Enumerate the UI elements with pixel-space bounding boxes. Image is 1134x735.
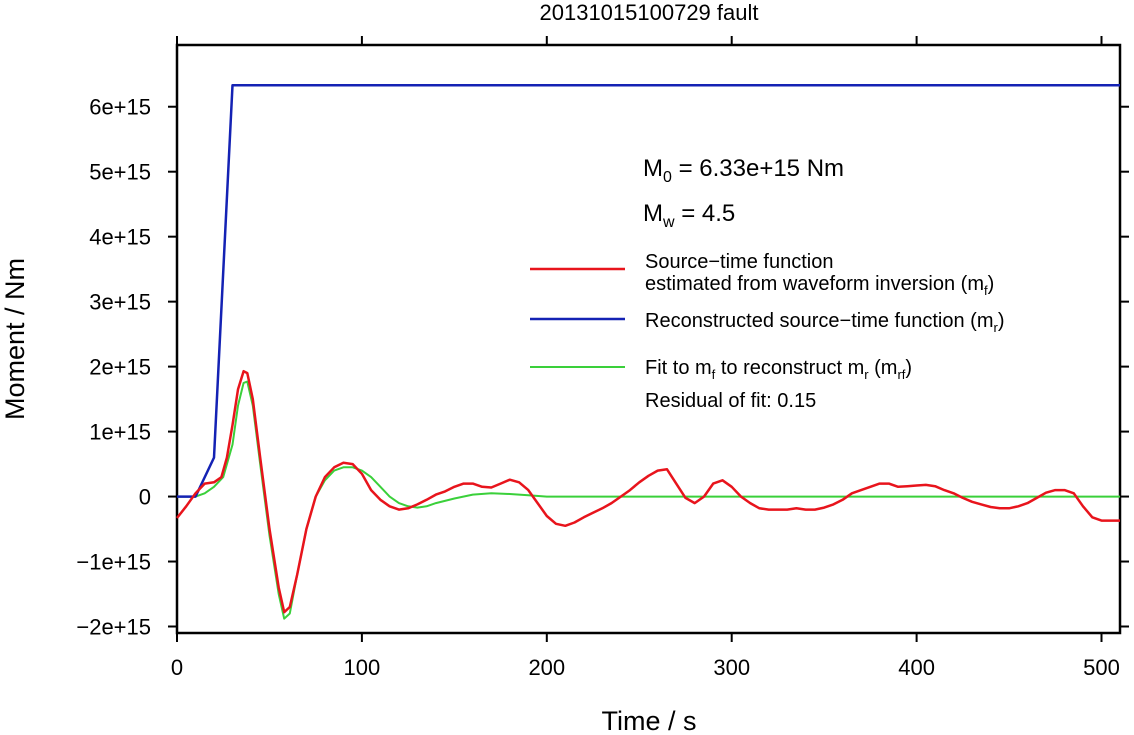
y-tick-label-3: 1e+15 [89, 420, 151, 445]
y-axis-title: Moment / Nm [0, 258, 30, 420]
axis-ticks: 0 100 200 300 400 500 −2e+15 −1e+15 0 1e+15 2e+15 3… [76, 36, 1129, 680]
x-axis-title: Time / s [601, 706, 696, 735]
y-tick-label-7: 5e+15 [89, 160, 151, 185]
y-tick-label-1: −1e+15 [76, 550, 151, 575]
series-line-mrf [177, 380, 1120, 620]
series-layer [176, 84, 1120, 620]
x-tick-label-2: 200 [528, 655, 565, 680]
legend-label-mr: Reconstructed source−time function (mr) [645, 310, 1005, 335]
y-tick-label-6: 4e+15 [89, 225, 151, 250]
y-tick-label-8: 6e+15 [89, 95, 151, 120]
plot-frame [175, 43, 1122, 635]
series-line-mr [177, 84, 1120, 498]
x-tick-label-1: 100 [344, 655, 381, 680]
y-tick-label-0: −2e+15 [76, 615, 151, 640]
x-tick-label-3: 300 [713, 655, 750, 680]
x-tick-label-0: 0 [171, 655, 183, 680]
y-tick-label-2: 0 [139, 485, 151, 510]
mw-annotation: Mw = 4.5 [643, 200, 735, 231]
y-tick-label-5: 3e+15 [89, 290, 151, 315]
series-line-mf [176, 369, 1120, 614]
y-tick-label-4: 2e+15 [89, 355, 151, 380]
legend-label-mf-line2: estimated from waveform inversion (mf) [645, 273, 994, 298]
residual-annotation: Residual of fit: 0.15 [645, 390, 816, 412]
legend: Source−time function estimated from wave… [530, 251, 1005, 412]
m0-annotation: M0 = 6.33e+15 Nm [643, 155, 844, 186]
legend-label-mrf: Fit to mf to reconstruct mr (mrf) [645, 357, 912, 382]
legend-label-mf-line1: Source−time function [645, 251, 833, 273]
x-tick-label-5: 500 [1083, 655, 1120, 680]
chart-title: 20131015100729 fault [540, 0, 759, 25]
x-tick-label-4: 400 [898, 655, 935, 680]
